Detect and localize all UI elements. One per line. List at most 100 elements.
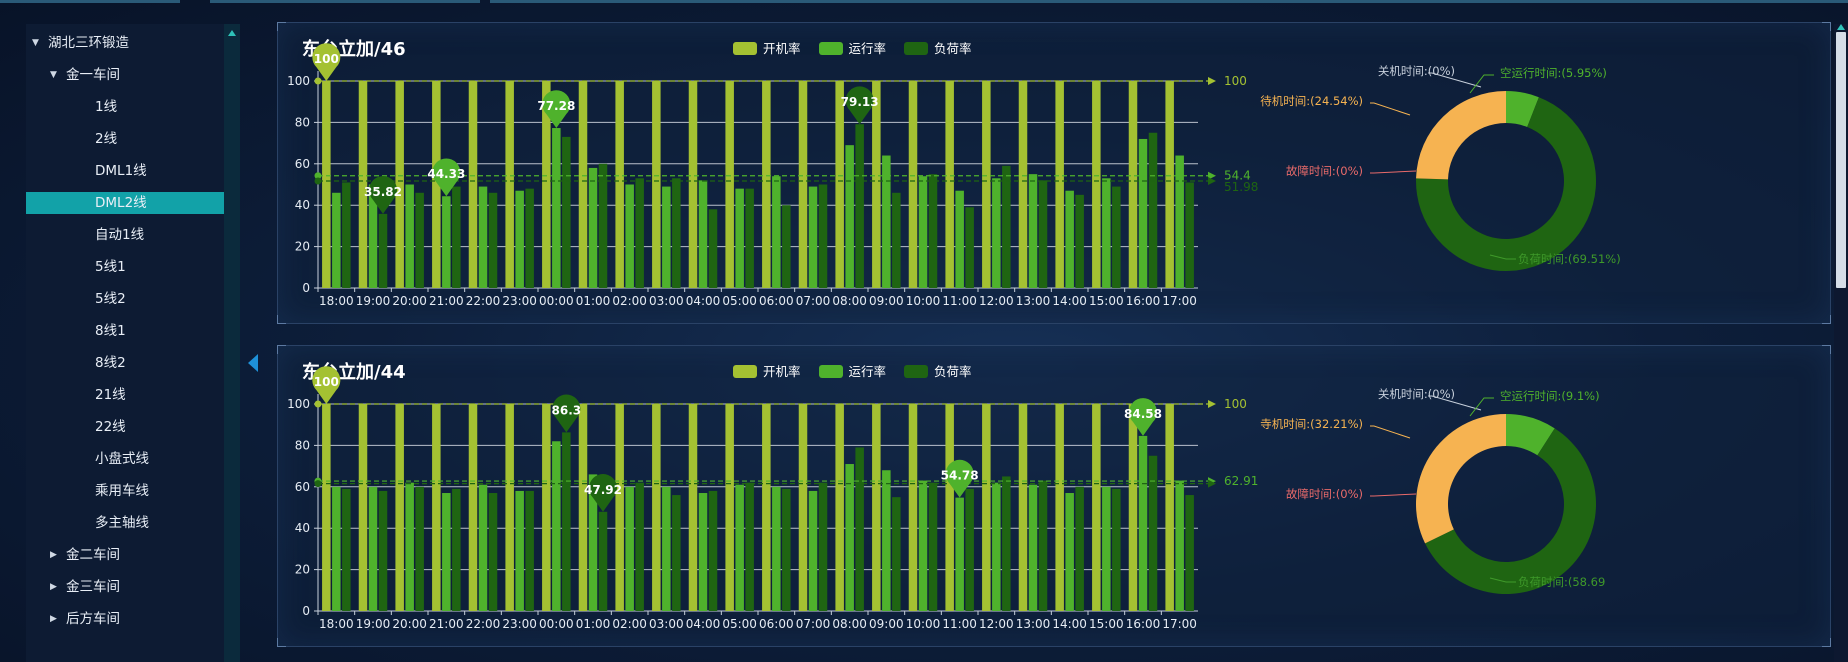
sidebar-item-label: 自动1线 — [95, 227, 145, 243]
sidebar-item[interactable]: DML1线 — [26, 160, 224, 182]
chart-legend: 开机率 运行率 负荷率 — [733, 38, 986, 57]
sidebar-item-label: 2线 — [95, 131, 118, 147]
y-tick-label: 20 — [295, 240, 310, 254]
marker-pin — [312, 43, 341, 81]
pie-slice — [1416, 414, 1506, 544]
x-tick-label: 08:00 — [832, 617, 867, 631]
x-tick-label: 18:00 — [319, 294, 354, 308]
pie-slice — [1416, 91, 1506, 180]
bar — [578, 404, 588, 611]
bar — [368, 486, 378, 611]
pie-leader-line — [1370, 493, 1417, 497]
legend-item-yunxing[interactable]: 运行率 — [818, 38, 886, 57]
legend-item-fuhe[interactable]: 负荷率 — [904, 38, 972, 57]
sidebar-item-label: 多主轴线 — [95, 515, 149, 531]
pie-label: 关机时间:(0%) — [1378, 387, 1455, 401]
bar — [992, 178, 1001, 288]
x-tick-label: 14:00 — [1052, 294, 1087, 308]
sidebar-item-label: 22线 — [95, 419, 126, 435]
bar — [708, 209, 718, 288]
sidebar-item[interactable]: 1线 — [26, 96, 224, 118]
caret-right-icon[interactable]: ▶ — [50, 582, 57, 592]
bar — [1092, 404, 1101, 611]
bar — [688, 404, 698, 611]
sidebar-item[interactable]: 小盘式线 — [26, 448, 224, 470]
sidebar-item[interactable]: 多主轴线 — [26, 512, 224, 534]
caret-right-icon[interactable]: ▶ — [50, 614, 57, 624]
scroll-up-arrow-icon[interactable] — [228, 30, 236, 36]
sidebar-item[interactable]: 8线1 — [26, 320, 224, 342]
bar — [452, 186, 461, 288]
sidebar-item[interactable]: ▶ 金三车间 — [26, 576, 224, 598]
sidebar-item[interactable]: 5线1 — [26, 256, 224, 278]
sidebar-item[interactable]: 自动1线 — [26, 224, 224, 246]
sidebar-item[interactable]: 5线2 — [26, 288, 224, 310]
pie-leader-line — [1489, 577, 1516, 583]
collapse-sidebar-arrow-icon[interactable] — [248, 354, 258, 372]
bar — [662, 486, 671, 611]
bar — [378, 490, 388, 611]
legend-label: 开机率 — [763, 364, 801, 379]
sidebar-item-label: 5线1 — [95, 259, 126, 275]
mark-line-arrow — [1208, 77, 1216, 85]
scroll-up-arrow-icon[interactable] — [1837, 24, 1845, 30]
pie-leader-line — [1489, 254, 1516, 260]
bar — [1138, 138, 1148, 288]
x-tick-label: 17:00 — [1162, 294, 1197, 308]
bar — [672, 495, 681, 611]
x-tick-label: 06:00 — [759, 294, 794, 308]
x-tick-label: 09:00 — [869, 294, 904, 308]
bar — [708, 490, 718, 611]
legend-item-fuhe[interactable]: 负荷率 — [904, 361, 972, 380]
bar — [1102, 486, 1111, 611]
sidebar-item-label: DML2线 — [95, 195, 147, 211]
caret-right-icon[interactable]: ▶ — [50, 550, 57, 560]
bar — [982, 404, 991, 611]
mark-line-arrow — [1208, 400, 1216, 408]
pie-label: 空运行时间:(9.1%) — [1500, 389, 1600, 403]
bar — [552, 128, 561, 288]
pie-slice — [1506, 414, 1555, 456]
caret-down-icon[interactable]: ▼ — [50, 70, 57, 80]
legend-item-kaiji[interactable]: 开机率 — [733, 361, 801, 380]
bar — [478, 484, 488, 611]
x-tick-label: 01:00 — [576, 294, 611, 308]
sidebar-scrollbar[interactable] — [224, 24, 240, 662]
sidebar-item[interactable]: DML2线 — [26, 192, 224, 214]
bar — [598, 511, 608, 611]
legend-item-kaiji[interactable]: 开机率 — [733, 38, 801, 57]
bar — [1112, 186, 1121, 288]
bar — [1055, 404, 1064, 611]
sidebar-item[interactable]: ▶ 后方车间 — [26, 608, 224, 630]
y-tick-label: 100 — [287, 397, 310, 411]
bar — [488, 192, 498, 288]
bar — [1002, 476, 1011, 611]
sidebar-item[interactable]: ▶ 金二车间 — [26, 544, 224, 566]
sidebar-item[interactable]: 21线 — [26, 384, 224, 406]
sidebar-item-label: 湖北三环锻造 — [48, 35, 129, 51]
pie-leader-line — [1428, 395, 1482, 411]
legend-item-yunxing[interactable]: 运行率 — [818, 361, 886, 380]
x-tick-label: 07:00 — [796, 294, 831, 308]
marker-label: 100 — [314, 52, 339, 66]
marker-pin — [945, 459, 974, 498]
bar — [762, 404, 771, 611]
bar — [808, 490, 818, 611]
sidebar-item[interactable]: 2线 — [26, 128, 224, 150]
bar — [918, 480, 928, 611]
bar — [442, 196, 451, 288]
caret-down-icon[interactable]: ▼ — [32, 38, 39, 48]
x-tick-label: 15:00 — [1089, 294, 1124, 308]
sidebar-item[interactable]: 乘用车线 — [26, 480, 224, 502]
bar — [1148, 455, 1158, 611]
bar — [432, 404, 441, 611]
page-scrollbar[interactable] — [1834, 24, 1848, 662]
sidebar-item[interactable]: ▼ 湖北三环锻造 — [26, 32, 224, 54]
sidebar-item[interactable]: ▼ 金一车间 — [26, 64, 224, 86]
x-tick-label: 13:00 — [1016, 294, 1051, 308]
y-tick-label: 60 — [295, 480, 310, 494]
sidebar-item[interactable]: 22线 — [26, 416, 224, 438]
scrollbar-thumb[interactable] — [1836, 32, 1846, 288]
sidebar-item[interactable]: 8线2 — [26, 352, 224, 374]
bar — [1185, 495, 1194, 611]
